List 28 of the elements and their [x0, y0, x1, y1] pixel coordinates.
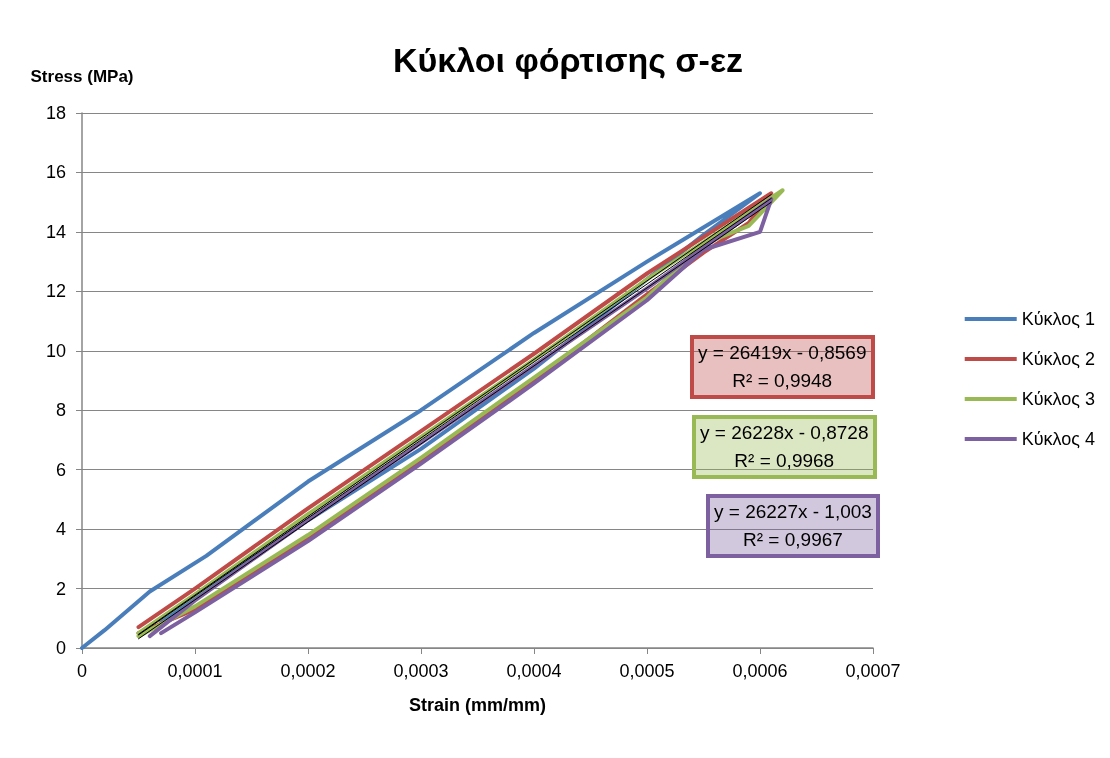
x-tick-label: 0	[76, 661, 88, 681]
chart-title: Κύκλοι φόρτισης σ-εz	[392, 41, 744, 79]
legend-label: Κύκλος 4	[1021, 429, 1096, 449]
legend-label: Κύκλος 2	[1021, 349, 1096, 369]
y-tick-label: 14	[45, 221, 66, 242]
y-tick-label: 2	[55, 578, 66, 599]
x-tick-label: 0,0007	[845, 661, 901, 681]
y-tick-label: 4	[55, 519, 66, 540]
y-tick-label: 18	[45, 103, 66, 123]
y-tick-label: 0	[55, 638, 66, 658]
y-tick-label: 10	[45, 340, 66, 361]
annotation: y = 26227x - 1,003 R² = 0,9967	[708, 496, 878, 556]
x-tick-label: 0,0005	[619, 661, 675, 681]
legend-label: Κύκλος 3	[1021, 389, 1096, 409]
annotation: y = 26419x - 0,8569 R² = 0,9948	[692, 337, 873, 397]
x-tick-label: 0,0002	[280, 661, 336, 681]
x-axis-title: Strain (mm/mm)	[408, 695, 547, 715]
y-tick-label: 6	[55, 459, 66, 480]
y-tick-label: 8	[55, 400, 66, 421]
x-tick-label: 0,0001	[167, 661, 223, 681]
y-tick-label: 16	[45, 162, 66, 183]
x-tick-label: 0,0004	[506, 661, 562, 681]
legend-label: Κύκλος 1	[1021, 309, 1096, 329]
y-tick-label: 12	[45, 281, 66, 302]
y-axis-title: Stress (MPa)	[30, 67, 134, 86]
x-tick-label: 0,0003	[393, 661, 449, 681]
x-tick-label: 0,0006	[732, 661, 788, 681]
annotation: y = 26228x - 0,8728 R² = 0,9968	[694, 417, 875, 477]
